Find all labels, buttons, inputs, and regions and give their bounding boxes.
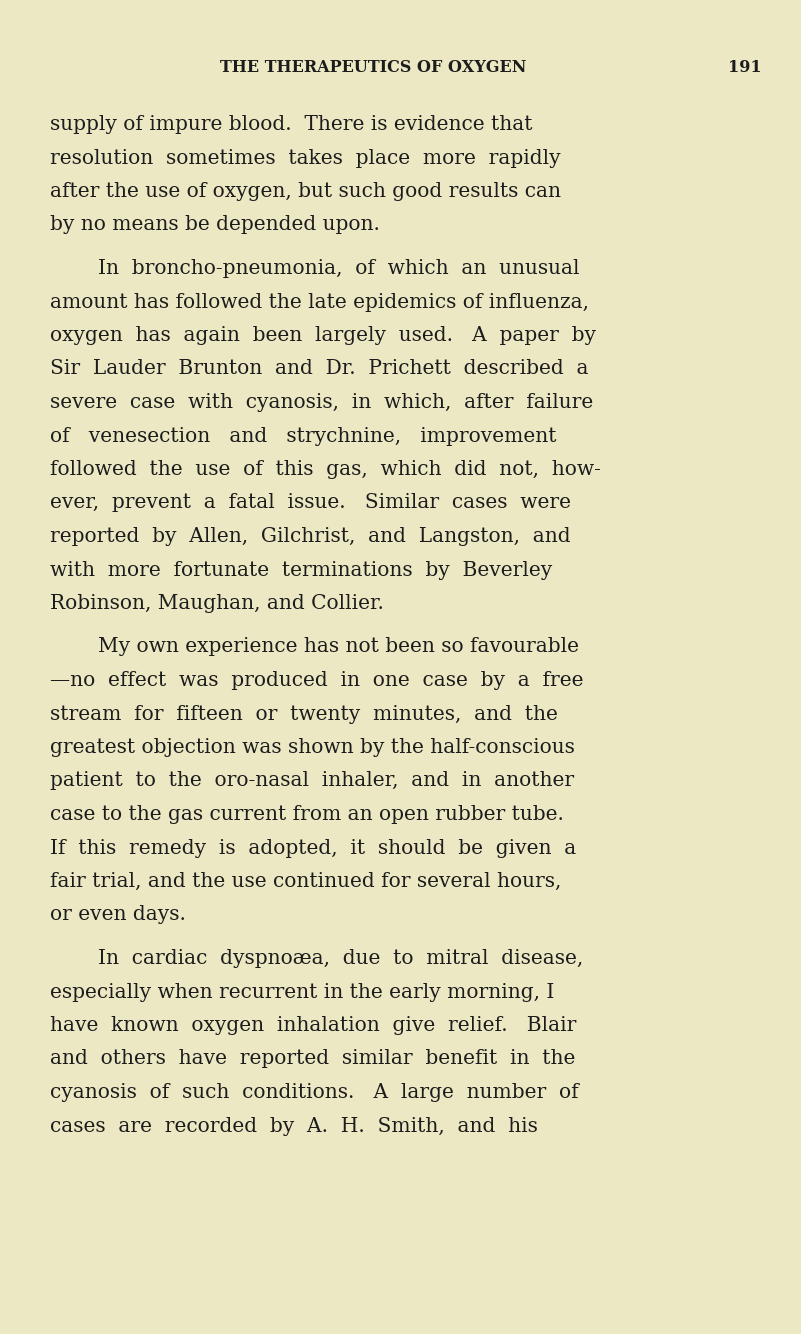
Text: amount has followed the late epidemics of influenza,: amount has followed the late epidemics o… xyxy=(50,292,589,312)
Text: with  more  fortunate  terminations  by  Beverley: with more fortunate terminations by Beve… xyxy=(50,560,552,579)
Text: patient  to  the  oro-nasal  inhaler,  and  in  another: patient to the oro-nasal inhaler, and in… xyxy=(50,771,574,791)
Text: fair trial, and the use continued for several hours,: fair trial, and the use continued for se… xyxy=(50,872,561,891)
Text: after the use of oxygen, but such good results can: after the use of oxygen, but such good r… xyxy=(50,181,561,201)
Text: of   venesection   and   strychnine,   improvement: of venesection and strychnine, improveme… xyxy=(50,427,556,446)
Text: reported  by  Allen,  Gilchrist,  and  Langston,  and: reported by Allen, Gilchrist, and Langst… xyxy=(50,527,570,546)
Text: My own experience has not been so favourable: My own experience has not been so favour… xyxy=(98,638,578,656)
Text: followed  the  use  of  this  gas,  which  did  not,  how-: followed the use of this gas, which did … xyxy=(50,460,601,479)
Text: Sir  Lauder  Brunton  and  Dr.  Prichett  described  a: Sir Lauder Brunton and Dr. Prichett desc… xyxy=(50,359,588,379)
Text: In  broncho-pneumonia,  of  which  an  unusual: In broncho-pneumonia, of which an unusua… xyxy=(98,259,579,277)
Text: ever,  prevent  a  fatal  issue.   Similar  cases  were: ever, prevent a fatal issue. Similar cas… xyxy=(50,494,570,512)
Text: resolution  sometimes  takes  place  more  rapidly: resolution sometimes takes place more ra… xyxy=(50,148,560,168)
Text: —no  effect  was  produced  in  one  case  by  a  free: —no effect was produced in one case by a… xyxy=(50,671,583,690)
Text: oxygen  has  again  been  largely  used.   A  paper  by: oxygen has again been largely used. A pa… xyxy=(50,325,596,346)
Text: stream  for  fifteen  or  twenty  minutes,  and  the: stream for fifteen or twenty minutes, an… xyxy=(50,704,557,723)
Text: THE THERAPEUTICS OF OXYGEN: THE THERAPEUTICS OF OXYGEN xyxy=(220,60,526,76)
Text: cyanosis  of  such  conditions.   A  large  number  of: cyanosis of such conditions. A large num… xyxy=(50,1083,578,1102)
Text: cases  are  recorded  by  A.  H.  Smith,  and  his: cases are recorded by A. H. Smith, and h… xyxy=(50,1117,537,1135)
Text: 191: 191 xyxy=(728,60,762,76)
Text: If  this  remedy  is  adopted,  it  should  be  given  a: If this remedy is adopted, it should be … xyxy=(50,839,576,858)
Text: severe  case  with  cyanosis,  in  which,  after  failure: severe case with cyanosis, in which, aft… xyxy=(50,394,593,412)
Text: or even days.: or even days. xyxy=(50,906,186,924)
Text: case to the gas current from an open rubber tube.: case to the gas current from an open rub… xyxy=(50,804,564,824)
Text: Robinson, Maughan, and Collier.: Robinson, Maughan, and Collier. xyxy=(50,594,384,614)
Text: and  others  have  reported  similar  benefit  in  the: and others have reported similar benefit… xyxy=(50,1050,575,1069)
Text: supply of impure blood.  There is evidence that: supply of impure blood. There is evidenc… xyxy=(50,115,532,133)
Text: by no means be depended upon.: by no means be depended upon. xyxy=(50,216,380,235)
Text: especially when recurrent in the early morning, I: especially when recurrent in the early m… xyxy=(50,983,554,1002)
Text: have  known  oxygen  inhalation  give  relief.   Blair: have known oxygen inhalation give relief… xyxy=(50,1017,576,1035)
Text: In  cardiac  dyspnoæa,  due  to  mitral  disease,: In cardiac dyspnoæa, due to mitral disea… xyxy=(98,948,583,968)
Text: greatest objection was shown by the half-conscious: greatest objection was shown by the half… xyxy=(50,738,574,756)
